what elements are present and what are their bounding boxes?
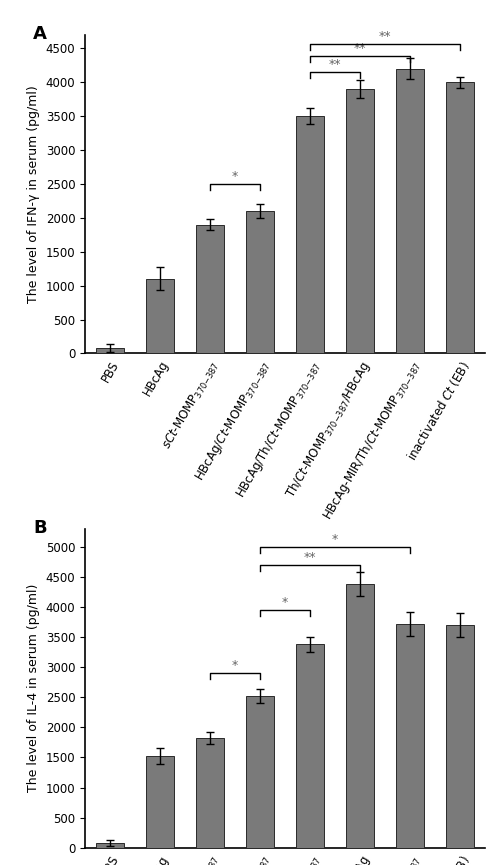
- Bar: [396, 624, 424, 848]
- Bar: [146, 756, 174, 848]
- Bar: [146, 279, 174, 354]
- Bar: [446, 82, 474, 354]
- Text: **: **: [379, 29, 391, 43]
- Text: *: *: [232, 659, 238, 672]
- Bar: [246, 696, 274, 848]
- Text: *: *: [282, 596, 288, 609]
- Y-axis label: The level of IL-4 in serum (pg/ml): The level of IL-4 in serum (pg/ml): [27, 584, 40, 792]
- Bar: [346, 584, 374, 848]
- Bar: [296, 116, 324, 354]
- Text: B: B: [33, 519, 46, 537]
- Bar: [396, 68, 424, 354]
- Bar: [196, 225, 224, 354]
- Text: **: **: [354, 42, 366, 55]
- Bar: [96, 348, 124, 354]
- Text: *: *: [332, 533, 338, 546]
- Y-axis label: The level of IFN-γ in serum (pg/ml): The level of IFN-γ in serum (pg/ml): [27, 85, 40, 303]
- Text: A: A: [33, 25, 47, 43]
- Text: **: **: [304, 551, 316, 564]
- Bar: [346, 89, 374, 354]
- Bar: [196, 738, 224, 848]
- Text: *: *: [232, 170, 238, 183]
- Text: **: **: [329, 58, 341, 71]
- Bar: [246, 211, 274, 354]
- Bar: [446, 625, 474, 848]
- Bar: [296, 644, 324, 848]
- Bar: [96, 843, 124, 848]
